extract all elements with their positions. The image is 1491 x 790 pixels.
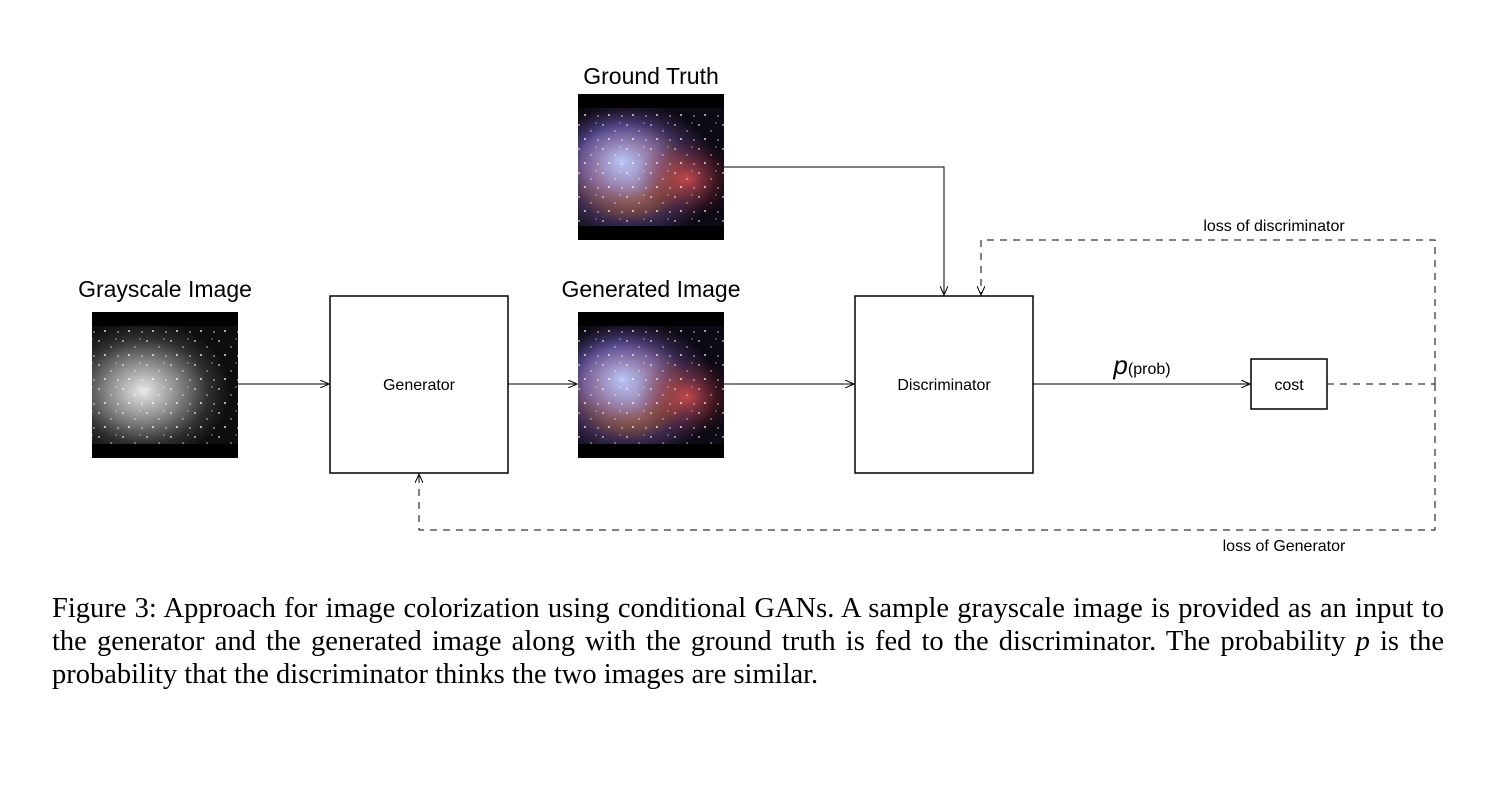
caption-text-2: is the probability that the discriminato…: [52, 626, 1444, 690]
ground-truth-image: [578, 94, 724, 240]
discriminator-label: Discriminator: [897, 377, 991, 394]
ground-truth-label: Ground Truth: [583, 63, 719, 89]
loss-discriminator-path: [981, 239, 1436, 384]
grayscale-image: [92, 312, 238, 458]
loss-generator-label: loss of Generator: [1223, 538, 1346, 555]
cost-label: cost: [1274, 377, 1304, 394]
cost-box: [1250, 358, 1328, 410]
probability-text: (prob): [1128, 361, 1171, 378]
loss-generator-path: [419, 384, 1436, 531]
arrow-ground-truth-to-discriminator: [724, 166, 944, 295]
gan-diagram: Ground Truth Grayscale Image Generated I…: [78, 63, 1436, 555]
generator-label: Generator: [383, 377, 456, 394]
caption-text-1: Figure 3: Approach for image colorizatio…: [52, 593, 1444, 657]
caption-variable-p: p: [1355, 626, 1370, 657]
generated-image-label: Generated Image: [561, 276, 740, 302]
probability-label: p(prob): [1112, 350, 1170, 380]
loss-discriminator-label: loss of discriminator: [1203, 218, 1345, 235]
grayscale-image-label: Grayscale Image: [78, 276, 252, 302]
generator-box: [329, 295, 509, 474]
probability-symbol: p: [1112, 350, 1127, 380]
figure-caption: Figure 3: Approach for image colorizatio…: [52, 592, 1444, 691]
generated-image: [578, 312, 724, 458]
